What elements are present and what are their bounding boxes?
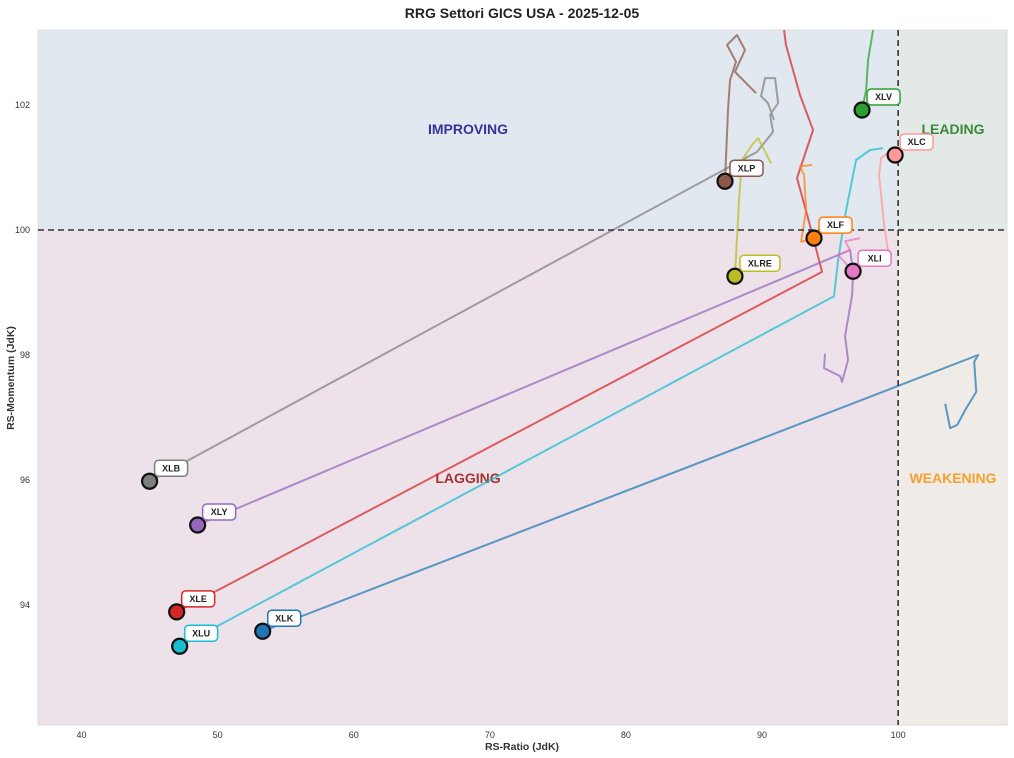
- label-box-xlp: [729, 159, 764, 177]
- head-point-xlre: [726, 267, 744, 285]
- label-xlf: XLF: [827, 220, 845, 230]
- x-axis-label: RS-Ratio (JdK): [485, 741, 559, 753]
- head-point-xle: [168, 603, 186, 621]
- x-tick-label: 80: [621, 730, 631, 740]
- chart-title: RRG Settori GICS USA - 2025-12-05: [405, 5, 640, 21]
- tail-xlk: [262, 354, 980, 633]
- quadrant-leading: [898, 30, 1007, 230]
- label-xlre: XLRE: [748, 258, 772, 268]
- label-xlb: XLB: [162, 463, 181, 473]
- label-xlp: XLP: [738, 163, 756, 173]
- quadrant-label-improving: IMPROVING: [428, 121, 508, 137]
- tail-xlb: [149, 77, 780, 483]
- quadrant-label-weakening: WEAKENING: [909, 470, 996, 486]
- label-xlc: XLC: [908, 137, 927, 147]
- label-box-xlb: [153, 459, 189, 477]
- label-xle: XLE: [189, 594, 207, 604]
- quadrant-weakening: [898, 230, 1007, 725]
- label-xlk: XLK: [275, 613, 294, 623]
- y-tick-label: 102: [15, 100, 30, 110]
- y-axis-label: RS-Momentum (JdK): [5, 326, 17, 430]
- head-point-xly: [189, 516, 207, 534]
- x-tick-label: 60: [349, 730, 359, 740]
- label-box-xlc: [899, 133, 934, 151]
- y-tick-label: 98: [20, 350, 30, 360]
- label-box-xli: [857, 249, 892, 267]
- x-tick-label: 70: [485, 730, 495, 740]
- y-tick-label: 96: [20, 475, 30, 485]
- tail-xly: [197, 249, 855, 526]
- x-tick-label: 100: [891, 730, 906, 740]
- label-box-xlk: [266, 609, 302, 627]
- label-xlv: XLV: [875, 92, 892, 102]
- head-point-xlv: [853, 101, 871, 119]
- tail-xlre: [733, 137, 772, 277]
- y-tick-label: 94: [20, 600, 30, 610]
- x-tick-label: 50: [213, 730, 223, 740]
- head-point-xlu: [171, 637, 189, 655]
- head-point-xlf: [805, 229, 823, 247]
- x-tick-label: 90: [757, 730, 767, 740]
- tail-xli: [837, 237, 861, 272]
- label-box-xle: [180, 590, 216, 608]
- head-point-xlk: [254, 622, 272, 640]
- tail-xlu: [179, 147, 884, 648]
- head-point-xlb: [140, 472, 159, 490]
- tail-xlf: [798, 164, 815, 243]
- label-xli: XLI: [868, 253, 882, 263]
- plot-frame: [37, 29, 1008, 726]
- head-point-xlc: [886, 146, 904, 164]
- label-box-xlf: [818, 216, 853, 234]
- label-xlu: XLU: [192, 628, 210, 638]
- label-box-xly: [201, 503, 237, 521]
- label-box-xlre: [739, 254, 781, 272]
- quadrant-label-leading: LEADING: [922, 121, 985, 137]
- quadrant-label-lagging: LAGGING: [435, 470, 500, 486]
- x-tick-label: 40: [77, 730, 87, 740]
- tail-xlp: [724, 34, 757, 182]
- label-box-xlv: [866, 88, 901, 106]
- quadrant-improving: [38, 30, 899, 230]
- label-box-xlu: [183, 624, 219, 642]
- head-point-xli: [844, 262, 862, 280]
- label-xly: XLY: [211, 507, 228, 517]
- head-point-xlp: [716, 172, 734, 190]
- tail-xlv: [861, 29, 875, 111]
- y-tick-label: 100: [15, 225, 30, 235]
